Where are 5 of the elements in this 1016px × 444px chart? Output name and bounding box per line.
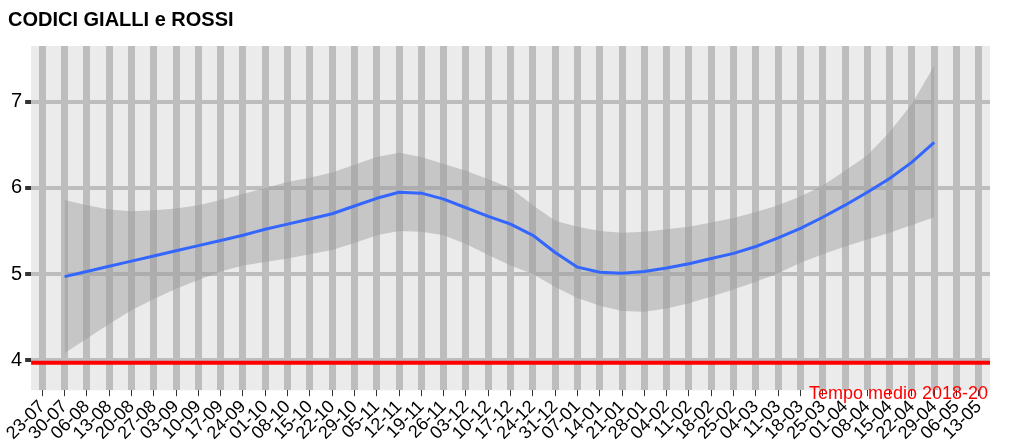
chart-title: CODICI GIALLI e ROSSI bbox=[8, 7, 234, 30]
y-tick-label: 5 bbox=[11, 261, 23, 284]
y-tick-label: 4 bbox=[11, 347, 23, 370]
y-tick-label: 6 bbox=[11, 175, 23, 198]
y-tick-label: 7 bbox=[11, 89, 23, 112]
